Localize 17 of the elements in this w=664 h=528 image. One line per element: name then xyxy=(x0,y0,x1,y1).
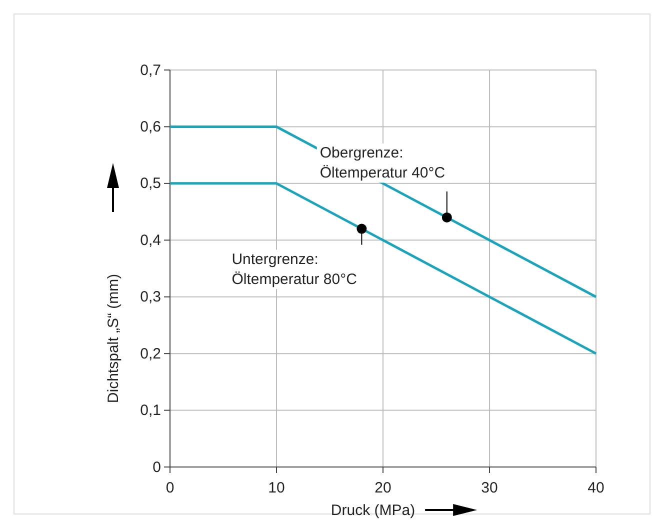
y-tick-label: 0,5 xyxy=(140,175,161,192)
x-tick-label: 40 xyxy=(588,480,604,496)
y-tick-label: 0,3 xyxy=(140,288,161,306)
y-tick-label: 0,1 xyxy=(140,402,161,420)
x-tick-label: 20 xyxy=(374,480,392,496)
x-tick-label: 10 xyxy=(268,480,285,496)
x-tick-label: 0 xyxy=(166,480,174,496)
y-tick-label: 0 xyxy=(152,458,161,476)
y-tick-label: 0,2 xyxy=(140,345,161,362)
x-tick-label: 30 xyxy=(481,480,498,496)
annotation: Untergrenze: Öltemperatur 80°C xyxy=(232,250,358,288)
y-tick-label: 0,7 xyxy=(140,62,161,79)
annotation: Obergrenze: Öltemperatur 40°C xyxy=(320,144,446,182)
x-axis-title: Druck (MPa) xyxy=(330,502,416,519)
y-tick-label: 0,6 xyxy=(140,118,161,136)
y-tick-label: 0,4 xyxy=(140,232,161,249)
y-axis-title: Dichtspalt „S“ (mm) xyxy=(105,274,122,404)
